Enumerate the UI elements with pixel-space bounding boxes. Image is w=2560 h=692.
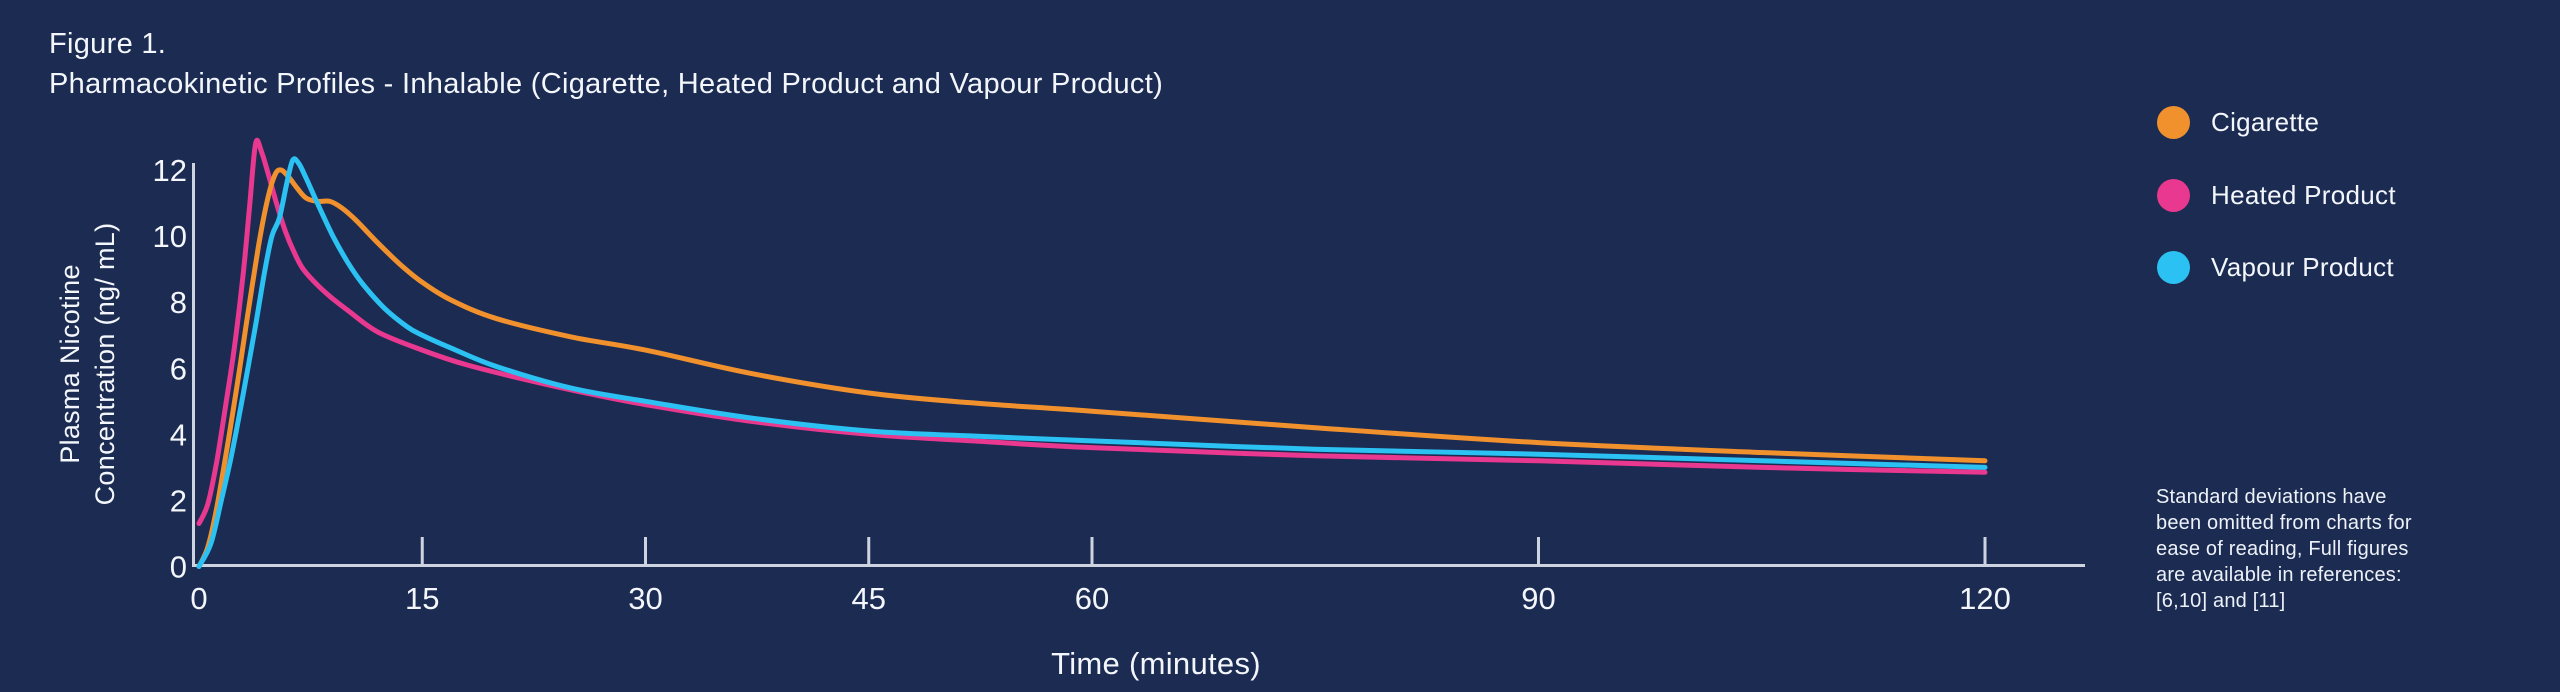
- y-tick-label: 6: [170, 351, 187, 386]
- legend-item-vapour-product: Vapour Product: [2157, 250, 2394, 284]
- x-tick-label: 45: [852, 581, 886, 616]
- series-line-heated-product: [196, 137, 1988, 526]
- x-tick-label: 30: [628, 581, 662, 616]
- footnote-line: [6,10] and [11]: [2156, 590, 2286, 612]
- y-axis-title-line1: Plasma Nicotine: [55, 264, 85, 464]
- footnote-line: ease of reading, Full figures: [2156, 538, 2409, 560]
- legend-label: Vapour Product: [2211, 251, 2394, 282]
- legend-item-cigarette: Cigarette: [2157, 105, 2319, 139]
- x-tick-label: 15: [405, 581, 439, 616]
- y-tick-label: 2: [170, 483, 187, 518]
- y-axis-title: Plasma Nicotine Concentration (ng/ mL): [53, 223, 123, 506]
- cigarette-swatch-icon: [2157, 105, 2190, 139]
- y-tick-label: 12: [153, 153, 187, 188]
- series-line-vapour-product: [196, 156, 1988, 569]
- vapour-product-swatch-icon: [2157, 250, 2190, 284]
- footnote: Standard deviations have been omitted fr…: [2156, 484, 2516, 614]
- y-tick-label: 4: [170, 417, 187, 452]
- y-axis-title-line2: Concentration (ng/ mL): [90, 222, 120, 506]
- x-tick-label: 90: [1521, 581, 1555, 616]
- x-tick-label: 60: [1075, 581, 1109, 616]
- x-tick-label: 0: [190, 581, 207, 616]
- heated-product-swatch-icon: [2157, 178, 2190, 212]
- legend-label: Cigarette: [2211, 106, 2320, 137]
- y-tick-label: 8: [170, 285, 187, 320]
- figure-title: Pharmacokinetic Profiles - Inhalable (Ci…: [49, 68, 1164, 100]
- x-tick-label: 120: [1959, 581, 2011, 616]
- y-tick-label: 0: [170, 550, 187, 585]
- footnote-line: are available in references:: [2156, 564, 2402, 586]
- legend-label: Heated Product: [2211, 179, 2396, 210]
- figure-label: Figure 1.: [49, 28, 167, 60]
- footnote-line: been omitted from charts for: [2156, 512, 2412, 534]
- footnote-line: Standard deviations have: [2156, 486, 2387, 508]
- x-axis-title: Time (minutes): [1051, 646, 1261, 681]
- series-line-cigarette: [196, 167, 1988, 569]
- legend-item-heated-product: Heated Product: [2157, 178, 2396, 212]
- y-tick-label: 10: [153, 219, 187, 254]
